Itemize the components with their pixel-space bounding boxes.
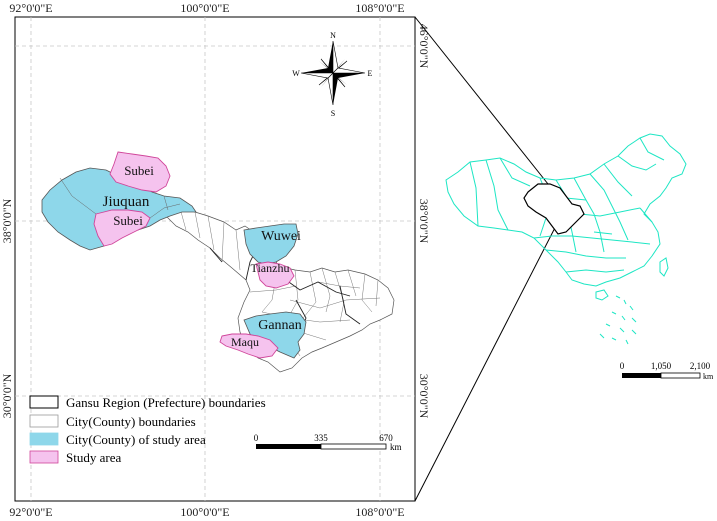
taiwan-island <box>659 257 669 277</box>
compass-n: N <box>330 31 336 40</box>
label-subei-south: Subei <box>113 213 143 228</box>
compass-e: E <box>368 69 373 78</box>
legend-label: Study area <box>66 450 121 465</box>
left-tick-label: 38°0'0"N <box>0 198 14 243</box>
tianzhu-study-area <box>255 261 295 289</box>
inset-scalebar-tick: 2,100 <box>690 361 711 371</box>
graticule <box>15 17 415 501</box>
top-tick-labels: 92°0'0"E 100°0'0"E 108°0'0"E <box>9 1 404 15</box>
right-tick-labels: 46°0'0"N 38°0'0"N 30°0'0"N <box>417 24 431 419</box>
bottom-tick-label: 92°0'0"E <box>9 505 52 519</box>
right-tick-label: 30°0'0"N <box>417 374 431 419</box>
label-wuwei: Wuwei <box>261 229 301 244</box>
hainan-island <box>595 289 609 301</box>
jiuquan-internal-lines <box>59 177 181 219</box>
legend-swatch-prefecture <box>29 395 59 409</box>
scalebar-tick: 0 <box>254 433 259 443</box>
legend: Gansu Region (Prefecture) boundaries Cit… <box>29 395 266 465</box>
inset-scalebar-tick: 1,050 <box>651 361 672 371</box>
jiuquan-county <box>41 167 197 251</box>
place-labels: Subei Jiuquan Subei Wuwei Tianzhu Gannan… <box>103 163 302 349</box>
legend-swatch-study-county <box>29 432 59 446</box>
scalebar-tick: 670 <box>379 433 393 443</box>
legend-label: City(County) of study area <box>66 432 206 447</box>
south-china-sea-islands <box>599 295 637 345</box>
bottom-tick-label: 100°0'0"E <box>180 505 229 519</box>
label-subei-north: Subei <box>124 163 154 178</box>
scalebar-tick: 335 <box>314 433 328 443</box>
bottom-tick-label: 108°0'0"E <box>355 505 404 519</box>
right-tick-label: 38°0'0"N <box>417 199 431 244</box>
label-jiuquan: Jiuquan <box>103 194 150 210</box>
label-gannan: Gannan <box>258 318 302 333</box>
top-tick-label: 100°0'0"E <box>180 1 229 15</box>
inset-connector-lines <box>414 16 563 502</box>
inset-scalebar: 0 1,050 2,100 km <box>620 361 714 381</box>
main-map-frame <box>14 16 416 502</box>
label-tianzhu: Tianzhu <box>251 261 290 275</box>
subei-south-study-area <box>93 209 151 247</box>
left-tick-label: 30°0'0"N <box>0 373 14 418</box>
bottom-tick-labels: 92°0'0"E 100°0'0"E 108°0'0"E <box>9 505 404 519</box>
gansu-province <box>41 151 395 373</box>
gansu-in-china-highlight <box>523 183 585 235</box>
label-maqu: Maqu <box>231 335 259 349</box>
compass-s: S <box>331 109 335 118</box>
legend-label: City(County) boundaries <box>66 414 196 429</box>
inset-scalebar-tick: 0 <box>620 361 625 371</box>
legend-swatch-study-area <box>29 450 59 464</box>
left-tick-labels: 38°0'0"N 30°0'0"N <box>0 198 14 418</box>
china-inset-map <box>445 133 687 345</box>
top-tick-label: 108°0'0"E <box>355 1 404 15</box>
subei-north-study-area <box>109 151 171 193</box>
scalebar-unit: km <box>390 442 402 452</box>
compass-w: W <box>292 69 300 78</box>
compass-rose-icon: N S E W <box>292 31 372 118</box>
wuwei-county <box>243 223 299 265</box>
legend-label: Gansu Region (Prefecture) boundaries <box>66 395 266 410</box>
legend-swatch-county <box>29 414 59 428</box>
inset-scalebar-unit: km <box>703 372 714 381</box>
top-tick-label: 92°0'0"E <box>9 1 52 15</box>
right-tick-label: 46°0'0"N <box>417 24 431 69</box>
main-scalebar: 0 335 670 km <box>254 433 402 452</box>
maqu-study-area <box>219 333 279 359</box>
